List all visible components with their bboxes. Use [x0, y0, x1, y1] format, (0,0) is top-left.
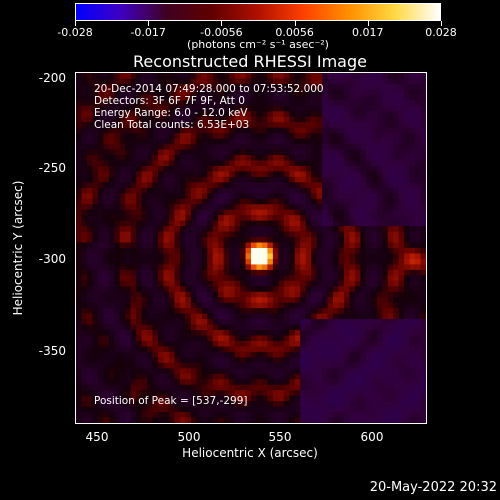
info-time-range: 20-Dec-2014 07:49:28.000 to 07:53:52.000 — [94, 83, 324, 95]
colorbar-tick-label: -0.0056 — [200, 26, 243, 39]
x-tick-label: 450 — [85, 430, 109, 444]
y-tick-label: -350 — [38, 344, 66, 358]
colorbar-tick — [294, 21, 296, 26]
info-clean: Clean Total counts: 6.53E+03 — [94, 119, 250, 131]
plot-timestamp: 20-May-2022 20:32 — [369, 480, 497, 495]
info-energy: Energy Range: 6.0 - 12.0 keV — [94, 107, 248, 119]
colorbar-tick — [441, 21, 442, 26]
colorbar-tick-label: -0.028 — [57, 26, 93, 39]
info-detectors: Detectors: 3F 6F 7F 9F, Att 0 — [94, 95, 245, 107]
x-tick-label: 600 — [360, 430, 384, 444]
colorbar-tick — [221, 21, 223, 26]
y-axis-label: Heliocentric Y (arcsec) — [11, 180, 25, 316]
colorbar-tick-label: -0.017 — [130, 26, 166, 39]
y-tick-label: -200 — [38, 71, 66, 85]
colorbar-tick-label: 0.017 — [352, 26, 384, 39]
colorbar-tick-label: 0.028 — [425, 26, 457, 39]
x-axis-label: Heliocentric X (arcsec) — [182, 446, 318, 460]
x-tick-label: 550 — [268, 430, 292, 444]
y-tick-label: -250 — [38, 161, 66, 175]
colorbar — [75, 3, 441, 21]
image-plot: 20-Dec-2014 07:49:28.000 to 07:53:52.000… — [75, 72, 427, 424]
colorbar-tick — [367, 21, 369, 26]
colorbar-tick — [75, 21, 76, 26]
heatmap-image — [76, 73, 426, 423]
colorbar-units: (photons cm⁻² s⁻¹ asec⁻²) — [187, 38, 329, 51]
x-tick-label: 500 — [177, 430, 201, 444]
plot-title: Reconstructed RHESSI Image — [133, 52, 367, 71]
info-peak-position: Position of Peak = [537,-299] — [94, 395, 248, 407]
y-tick-label: -300 — [38, 252, 66, 266]
colorbar-tick-label: 0.0056 — [275, 26, 314, 39]
colorbar-tick — [148, 21, 150, 26]
